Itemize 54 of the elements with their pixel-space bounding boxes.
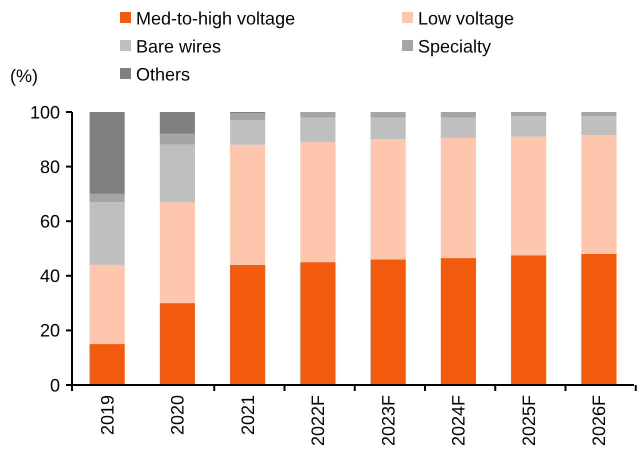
bar [581,254,616,385]
x-tick-label: 2023F [378,395,398,446]
bar [230,264,266,385]
legend-label: Others [136,64,190,84]
x-tick-label: 2022F [308,395,328,446]
bar [300,117,336,142]
y-tick-label: 60 [40,212,60,232]
y-axis-title: (%) [10,66,38,86]
bar [230,144,266,265]
bar [90,202,125,265]
bar [511,112,546,116]
bar [230,113,266,120]
bar [160,202,195,304]
bar [160,303,195,385]
y-tick-label: 100 [30,102,60,122]
x-tick-label: 2019 [97,395,118,436]
bar [90,112,125,194]
bar [160,112,195,134]
bar [90,264,125,344]
bar [90,194,125,202]
bar [511,136,546,256]
legend-label: Specialty [418,36,492,56]
bar [370,139,406,260]
bar [230,120,266,145]
bar [440,112,476,118]
x-tick-label: 2021 [238,395,258,436]
bar [300,262,336,385]
bar [581,116,616,136]
bar [511,255,546,385]
bar [440,117,476,138]
y-tick-label: 0 [50,375,60,396]
bar [370,112,406,118]
x-tick-label: 2020 [168,395,188,436]
bar [581,112,616,116]
x-tick-label: 2024F [448,395,469,446]
y-tick-label: 80 [40,156,60,177]
y-tick-label: 20 [40,320,60,341]
y-tick-label: 40 [40,266,60,286]
bar [160,144,195,202]
bar [90,344,125,385]
legend-label: Med-to-high voltage [136,8,296,28]
legend-label: Low voltage [418,8,514,28]
bar [511,116,546,137]
x-tick-label: 2025F [518,395,539,446]
bar [440,138,476,258]
x-tick-label: 2026F [589,395,610,446]
bar [300,142,336,262]
bar [581,135,616,254]
bar [440,258,476,385]
bar [370,117,406,140]
bar [300,112,336,118]
bar [160,134,195,145]
legend-label: Bare wires [136,36,222,56]
bar [370,259,406,385]
